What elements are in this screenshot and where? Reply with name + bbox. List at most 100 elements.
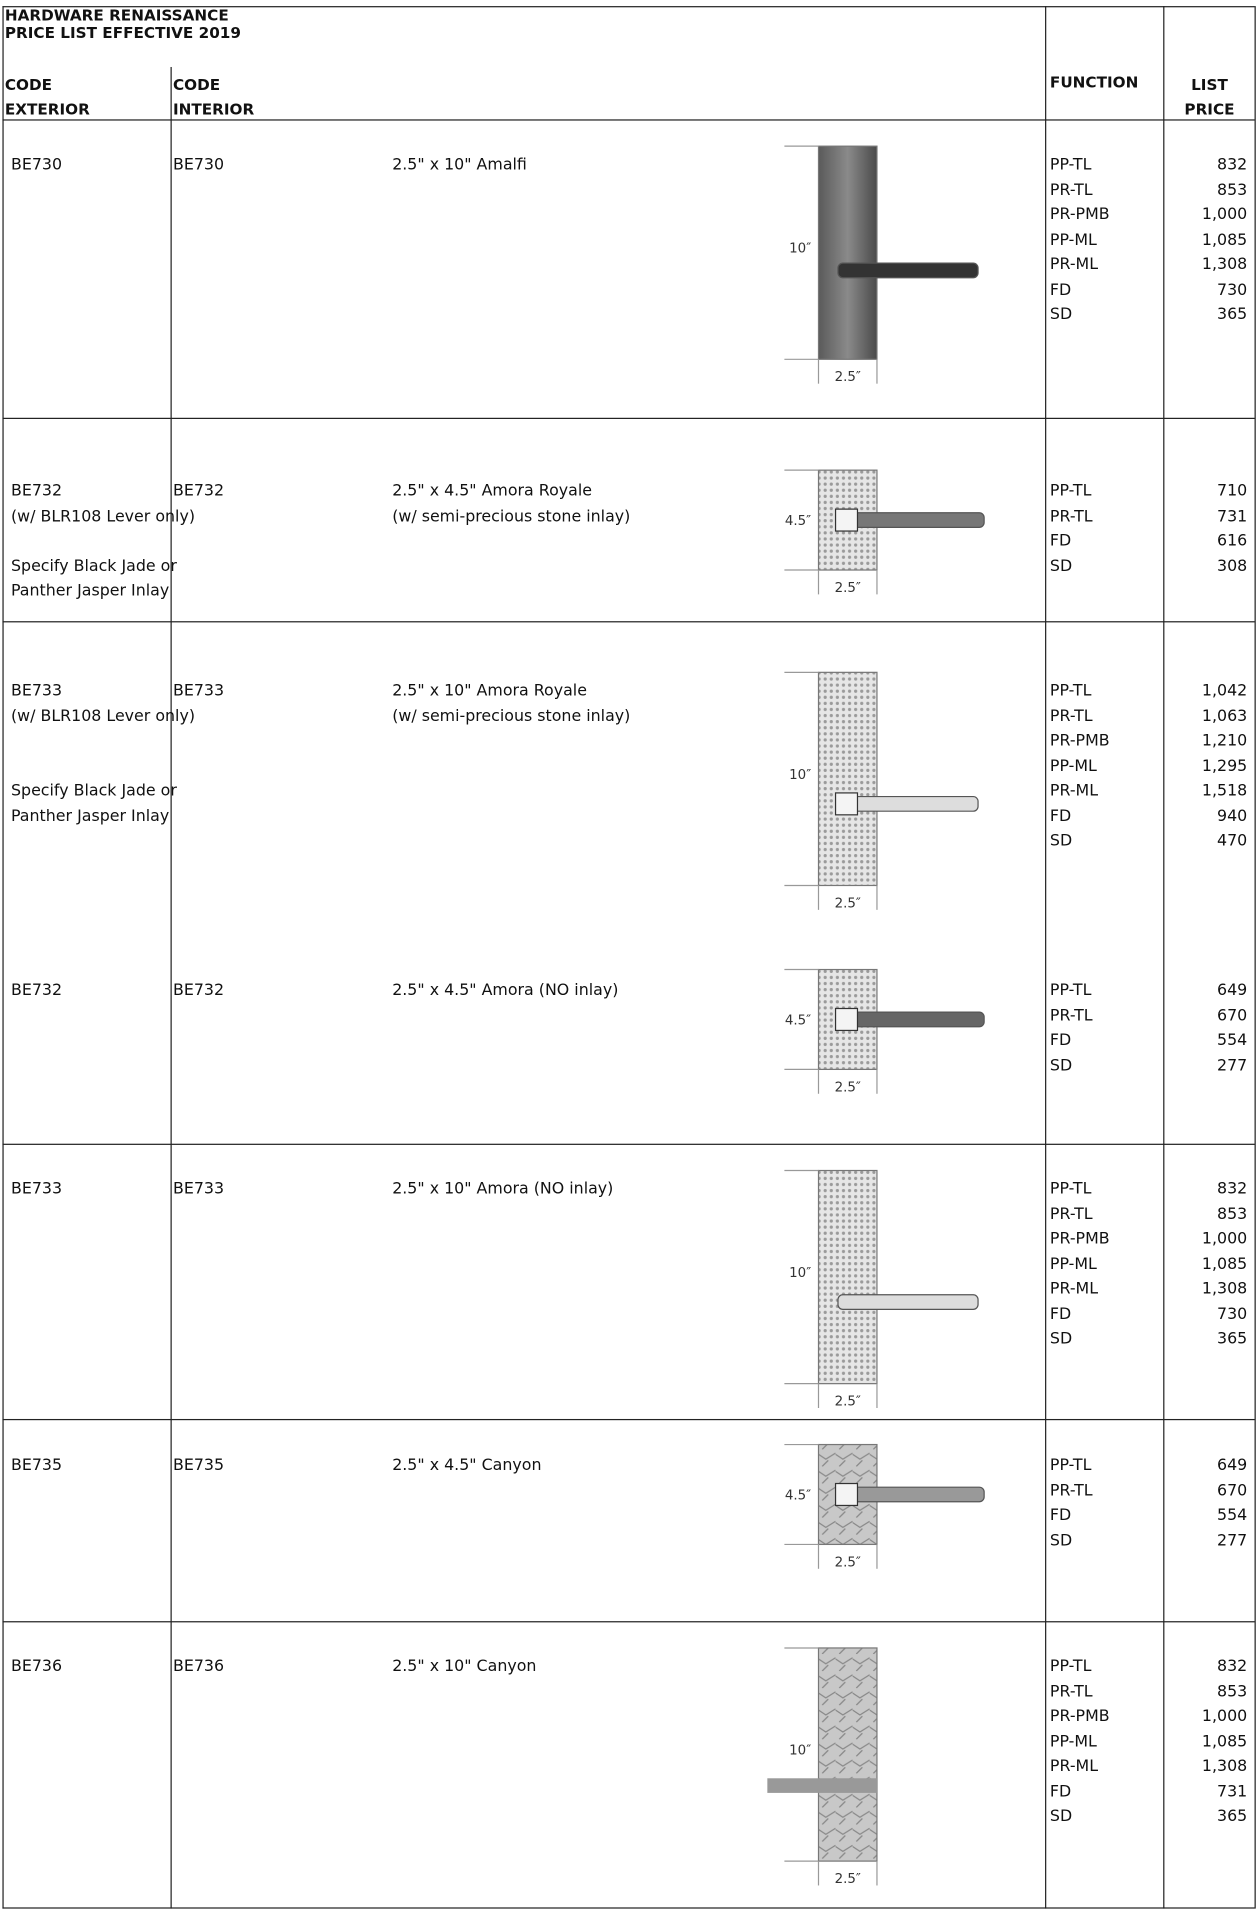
price: 365 — [1216, 1807, 1248, 1826]
description: 2.5" x 4.5" Amora (NO inlay) — [392, 981, 619, 1000]
price: 277 — [1216, 1531, 1248, 1550]
function: SD — [1049, 1807, 1073, 1826]
price: 1,308 — [1201, 255, 1248, 275]
price: 1,085 — [1201, 1255, 1248, 1274]
title-line: PRICE LIST EFFECTIVE 2019 — [4, 23, 242, 42]
function: SD — [1049, 1056, 1073, 1075]
description: 2.5" x 10" Amora Royale — [392, 682, 587, 701]
description: 2.5" x 10" Amalfi — [392, 155, 527, 175]
col-header: FUNCTION — [1049, 73, 1139, 92]
price: 1,295 — [1201, 756, 1248, 776]
description: 2.5" x 4.5" Amora Royale — [392, 482, 592, 501]
price: 1,000 — [1201, 1230, 1248, 1249]
price: 1,000 — [1201, 205, 1248, 225]
price: 731 — [1216, 507, 1248, 526]
price: 1,063 — [1201, 707, 1248, 726]
price: 365 — [1216, 305, 1248, 324]
height-label: 4.5″ — [785, 1013, 811, 1028]
function: PR-ML — [1049, 1757, 1099, 1776]
function: PR-TL — [1049, 1682, 1093, 1701]
border-line — [2, 6, 4, 1909]
function: PP-TL — [1049, 482, 1092, 501]
note: Panther Jasper Inlay — [10, 806, 170, 826]
plate — [817, 1647, 878, 1862]
height-label: 10″ — [789, 1266, 811, 1281]
price: 853 — [1216, 180, 1248, 200]
price: 1,518 — [1201, 781, 1248, 801]
lever — [837, 512, 985, 529]
height-label: 10″ — [789, 768, 811, 783]
price: 832 — [1216, 1180, 1248, 1199]
price: 853 — [1216, 1682, 1248, 1701]
code-exterior: BE732 — [10, 981, 63, 1000]
function: SD — [1049, 831, 1073, 851]
function: SD — [1049, 1330, 1073, 1349]
col-header: CODE EXTERIOR — [5, 73, 90, 122]
row-separator — [2, 1621, 1255, 1623]
price: 832 — [1216, 155, 1248, 175]
price: 710 — [1216, 482, 1248, 501]
function: PP-TL — [1049, 1456, 1092, 1475]
description: (w/ semi-precious stone inlay) — [392, 507, 631, 526]
lever — [837, 1294, 979, 1310]
function: FD — [1049, 532, 1072, 551]
function: FD — [1049, 1305, 1072, 1324]
description: 2.5" x 10" Amora (NO inlay) — [392, 1180, 614, 1199]
function: SD — [1049, 305, 1073, 324]
code-exterior: BE733 — [10, 1180, 63, 1199]
rosette — [834, 1482, 859, 1507]
function: FD — [1049, 280, 1072, 300]
function: PR-TL — [1049, 1205, 1093, 1224]
price: 365 — [1216, 1330, 1248, 1349]
price: 308 — [1216, 557, 1248, 576]
rosette — [834, 792, 859, 816]
price: 1,000 — [1201, 1707, 1248, 1726]
price: 616 — [1216, 532, 1248, 551]
price: 1,308 — [1201, 1757, 1248, 1776]
width-label: 2.5″ — [835, 896, 861, 911]
row-separator — [2, 1418, 1255, 1421]
code-exterior: BE733 — [10, 682, 63, 701]
price: 731 — [1216, 1782, 1248, 1801]
lever — [837, 1486, 985, 1503]
function: PR-PMB — [1049, 1707, 1110, 1726]
function: PP-ML — [1049, 1255, 1097, 1274]
code-exterior: BE730 — [10, 155, 63, 175]
code-exterior: BE736 — [10, 1657, 63, 1676]
column-line — [170, 66, 172, 1909]
height-label: 10″ — [789, 242, 811, 257]
function: FD — [1049, 806, 1072, 826]
function: SD — [1049, 1531, 1073, 1550]
note: (w/ BLR108 Lever only) — [10, 707, 196, 726]
code-exterior: BE735 — [10, 1456, 63, 1475]
plate — [817, 145, 878, 360]
function: PR-ML — [1049, 255, 1099, 275]
function: SD — [1049, 557, 1073, 576]
price: 649 — [1216, 981, 1248, 1000]
function: PR-ML — [1049, 781, 1099, 801]
function: PR-TL — [1049, 1481, 1093, 1500]
price: 1,042 — [1201, 682, 1248, 701]
plate — [817, 1169, 878, 1385]
header-line: PRICE — [1184, 99, 1235, 119]
price: 277 — [1216, 1056, 1248, 1075]
function: PP-TL — [1049, 155, 1092, 175]
function: FD — [1049, 1506, 1072, 1525]
column-line — [1163, 6, 1165, 1909]
price: 853 — [1216, 1205, 1248, 1224]
code-interior: BE733 — [172, 682, 225, 701]
rosette — [834, 1007, 859, 1032]
row-separator — [2, 417, 1255, 419]
function: PR-PMB — [1049, 1230, 1110, 1249]
border-line — [1254, 6, 1256, 1909]
price: 1,085 — [1201, 1732, 1248, 1751]
function: PR-ML — [1049, 1280, 1099, 1299]
header-line: LIST — [1191, 75, 1228, 94]
border-line — [2, 6, 1255, 8]
lever — [837, 262, 979, 279]
price: 730 — [1216, 280, 1248, 300]
function: PP-TL — [1049, 981, 1092, 1000]
price: 670 — [1216, 1006, 1248, 1025]
